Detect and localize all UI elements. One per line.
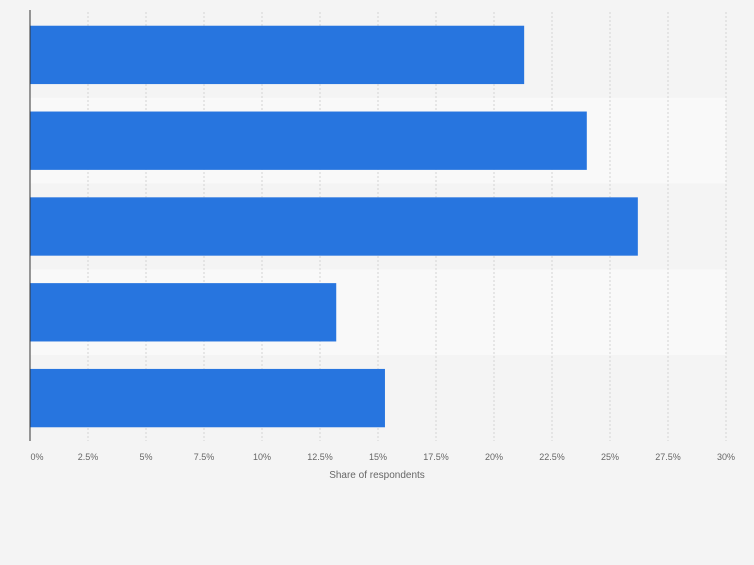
bars <box>30 25 638 428</box>
x-tick-label: 0% <box>30 452 43 462</box>
x-tick-label: 5% <box>139 452 152 462</box>
bar[interactable] <box>30 111 587 170</box>
bar[interactable] <box>30 368 385 428</box>
x-tick-label: 10% <box>253 452 271 462</box>
x-tick-label: 27.5% <box>655 452 681 462</box>
x-tick-label: 17.5% <box>423 452 449 462</box>
x-tick-label: 30% <box>717 452 735 462</box>
x-tick-label: 2.5% <box>78 452 99 462</box>
x-axis-ticks: 0% 2.5% 5% 7.5% 10% 12.5% 15% 17.5% 20% 22.5% 25% 2… <box>30 452 735 462</box>
bar[interactable] <box>30 25 525 85</box>
x-tick-label: 22.5% <box>539 452 565 462</box>
x-tick-label: 20% <box>485 452 503 462</box>
x-tick-label: 25% <box>601 452 619 462</box>
x-tick-label: 12.5% <box>307 452 333 462</box>
bar[interactable] <box>30 197 638 256</box>
x-tick-label: 7.5% <box>194 452 215 462</box>
x-axis-title: Share of respondents <box>329 470 425 481</box>
bar[interactable] <box>30 283 337 342</box>
x-tick-label: 15% <box>369 452 387 462</box>
